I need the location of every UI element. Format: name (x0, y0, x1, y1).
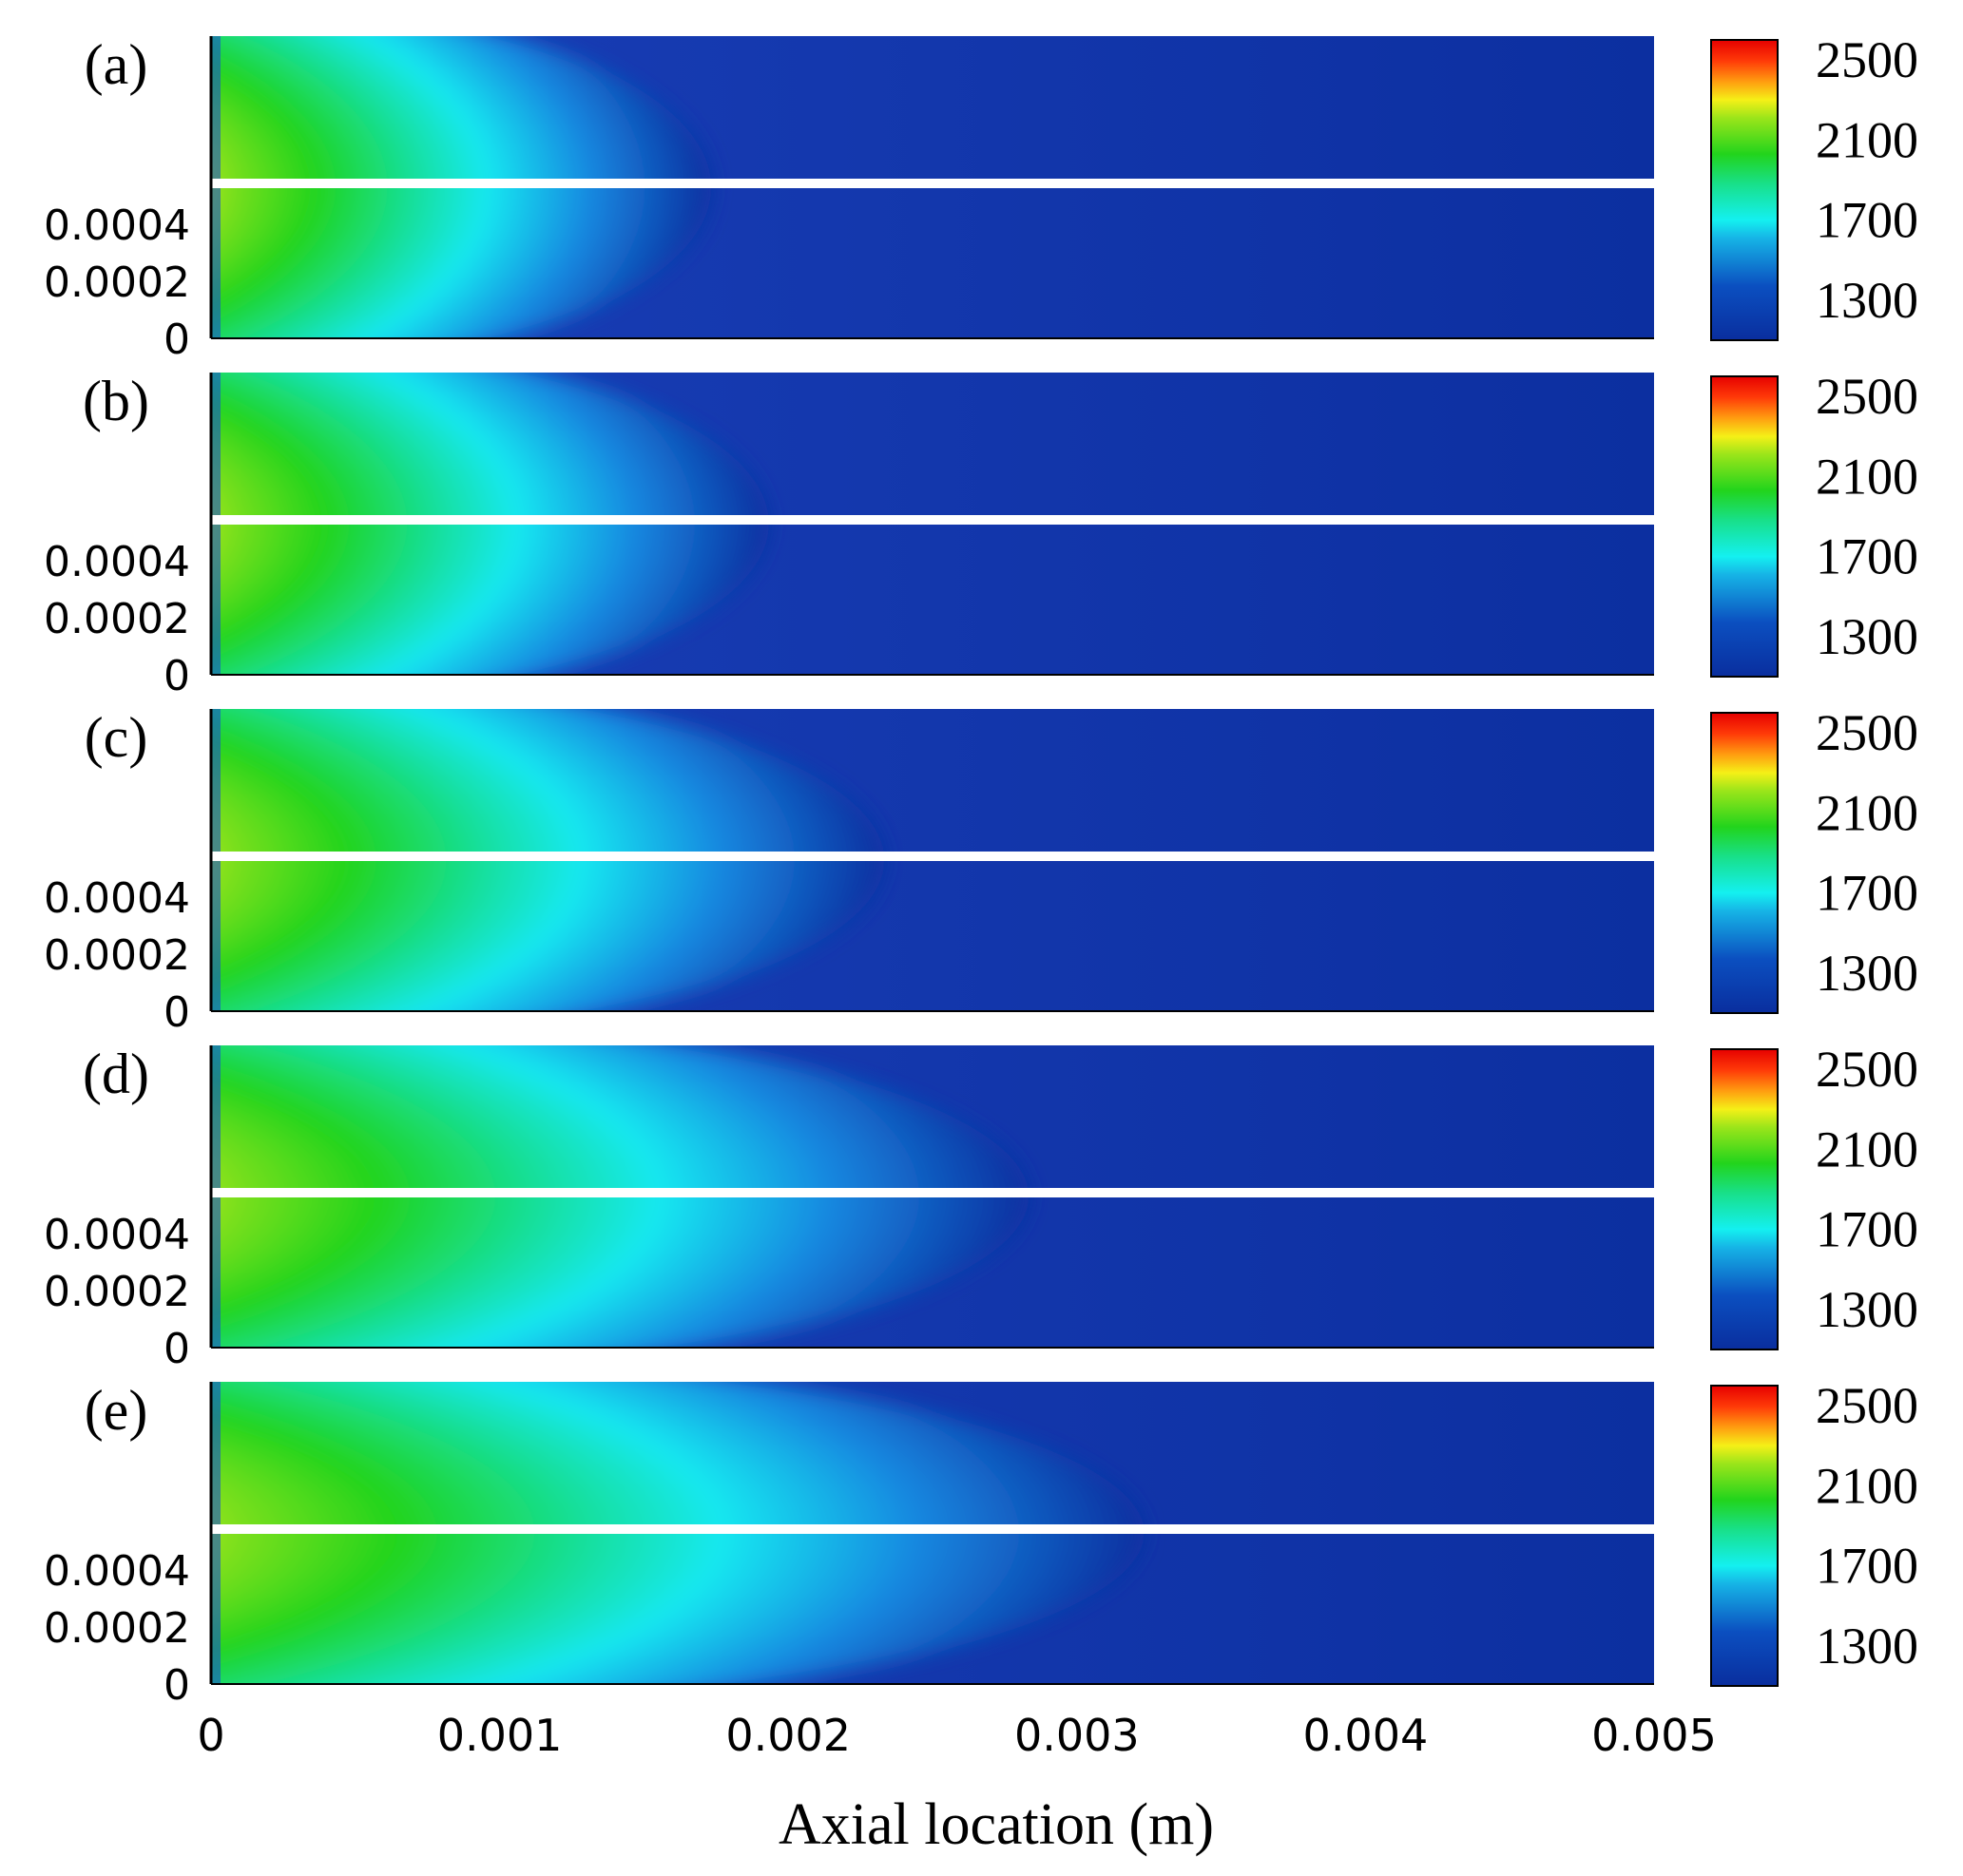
colorbar-tick-label: 1700 (1816, 1201, 1918, 1258)
panel-e: (e) 0.0004 0.0002 0 2500 2100 1700 1300 (44, 1377, 1918, 1710)
colorbar-tick-label: 2100 (1816, 111, 1918, 168)
colorbar-tick-label: 2100 (1816, 784, 1918, 841)
y-tick-label: 0.0004 (44, 201, 190, 250)
x-tick-label: 0.002 (725, 1710, 851, 1761)
x-tick-label: 0.005 (1591, 1710, 1717, 1761)
x-tick-label: 0.003 (1014, 1710, 1140, 1761)
centerline (209, 179, 1656, 188)
panel-d: (d) 0.0004 0.0002 0 2500 2100 1700 1300 (44, 1041, 1918, 1373)
panel-label: (d) (83, 1043, 149, 1105)
colorbar-tick-label: 1700 (1816, 1538, 1918, 1595)
colorbar-tick-label: 1300 (1816, 272, 1918, 329)
colorbar (1710, 1385, 1779, 1687)
panel-label: (c) (85, 706, 148, 769)
y-tick-label: 0.0002 (44, 1604, 190, 1653)
colorbar-tick-label: 1700 (1816, 528, 1918, 585)
colorbar-tick-label: 1700 (1816, 865, 1918, 922)
panel-label: (e) (85, 1379, 148, 1442)
y-tick-label: 0.0004 (44, 1211, 190, 1259)
panel-b: (b) 0.0004 0.0002 0 2500 2100 1700 1300 (44, 368, 1918, 700)
colorbar-tick-label: 2500 (1816, 31, 1918, 88)
y-tick-label: 0.0002 (44, 258, 190, 307)
x-axis-title: Axial location (m) (779, 1792, 1214, 1857)
colorbar (1710, 1048, 1779, 1350)
colorbar (1710, 375, 1779, 678)
colorbar-tick-label: 1300 (1816, 1618, 1918, 1675)
colorbar-tick-label: 2500 (1816, 1377, 1918, 1434)
colorbar (1710, 39, 1779, 341)
panel-c: (c) 0.0004 0.0002 0 2500 2100 1700 1300 (44, 704, 1918, 1037)
colorbar-tick-label: 2100 (1816, 448, 1918, 505)
y-tick-label: 0.0004 (44, 538, 190, 586)
colorbar-tick-label: 2500 (1816, 368, 1918, 425)
colorbar-tick-label: 2100 (1816, 1457, 1918, 1514)
y-tick-label: 0.0004 (44, 1547, 190, 1596)
y-tick-label: 0 (164, 1325, 190, 1373)
y-tick-label: 0 (164, 316, 190, 364)
y-tick-label: 0.0002 (44, 595, 190, 643)
colorbar-tick-label: 1300 (1816, 608, 1918, 665)
colorbar (1710, 712, 1779, 1014)
y-tick-label: 0 (164, 988, 190, 1037)
centerline (209, 852, 1656, 861)
panels-group: (a) 0.0004 0.0002 0 2500 2100 1700 1300 (b) 0.000… (44, 31, 1918, 1710)
colorbar-tick-label: 1300 (1816, 1281, 1918, 1338)
colorbar-tick-label: 2500 (1816, 704, 1918, 761)
y-tick-label: 0 (164, 1661, 190, 1710)
y-tick-label: 0.0004 (44, 874, 190, 923)
x-tick-label: 0.001 (437, 1710, 563, 1761)
x-tick-label: 0 (197, 1710, 224, 1761)
colorbar-tick-label: 1700 (1816, 192, 1918, 249)
panel-label: (a) (85, 33, 148, 96)
y-tick-label: 0.0002 (44, 931, 190, 980)
x-tick-label: 0.004 (1303, 1710, 1429, 1761)
centerline (209, 515, 1656, 525)
x-axis: 0 0.001 0.002 0.003 0.004 0.005 (197, 1710, 1716, 1761)
panel-a: (a) 0.0004 0.0002 0 2500 2100 1700 1300 (44, 31, 1918, 364)
y-tick-label: 0.0002 (44, 1268, 190, 1316)
centerline (209, 1188, 1656, 1197)
centerline (209, 1524, 1656, 1534)
colorbar-tick-label: 2100 (1816, 1120, 1918, 1177)
panel-label: (b) (83, 370, 149, 432)
y-tick-label: 0 (164, 652, 190, 700)
colorbar-tick-label: 2500 (1816, 1041, 1918, 1098)
colorbar-tick-label: 1300 (1816, 945, 1918, 1002)
